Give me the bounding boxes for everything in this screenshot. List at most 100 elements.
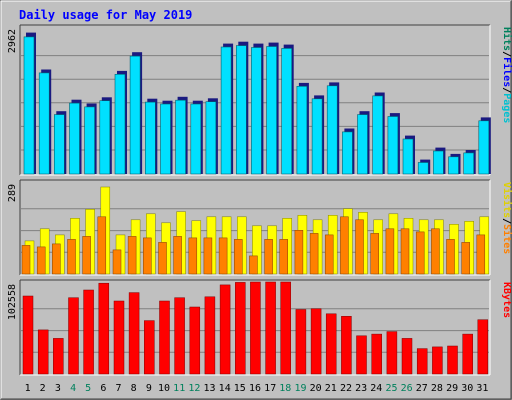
bar-sites-day-16	[249, 255, 258, 275]
day-label-16: 16	[249, 383, 261, 394]
day-label-22: 22	[340, 383, 352, 394]
day-label-7: 7	[115, 383, 121, 394]
bar-kbytes-day-24	[371, 333, 382, 375]
bar-sites-day-31	[476, 234, 486, 275]
bar-sites-day-30	[461, 242, 470, 275]
day-label-4: 4	[70, 383, 76, 394]
day-label-20: 20	[310, 383, 322, 394]
bar-kbytes-day-6	[98, 282, 110, 375]
panel-kbytes: 102558 KBytes	[7, 279, 512, 376]
bar-kbytes-day-30	[462, 333, 473, 375]
series-label-sites: Sites	[501, 224, 512, 254]
bar-pages-day-22	[342, 131, 353, 175]
bar-kbytes-day-10	[159, 300, 170, 375]
bar-kbytes-day-25	[386, 331, 398, 375]
bar-pages-day-7	[114, 74, 126, 175]
bar-kbytes-day-15	[235, 282, 246, 375]
bar-kbytes-day-31	[477, 319, 489, 375]
bar-sites-day-8	[127, 236, 137, 275]
day-label-8: 8	[131, 383, 137, 394]
day-label-24: 24	[370, 383, 382, 394]
bar-sites-day-3	[52, 243, 61, 275]
ymax-label: 2962	[7, 29, 18, 53]
day-label-6: 6	[100, 383, 106, 394]
bar-pages-day-18	[281, 48, 293, 175]
bar-kbytes-day-8	[128, 292, 140, 375]
bar-sites-day-13	[203, 237, 213, 275]
day-label-17: 17	[264, 383, 276, 394]
day-label-18: 18	[279, 383, 291, 394]
series-label-pages: Pages	[501, 93, 512, 123]
bar-sites-day-7	[112, 249, 122, 275]
bar-kbytes-day-12	[189, 306, 201, 375]
bar-pages-day-24	[372, 95, 384, 175]
day-label-13: 13	[203, 383, 215, 394]
bar-sites-day-27	[415, 231, 425, 275]
day-label-23: 23	[355, 383, 367, 394]
bar-kbytes-day-5	[83, 289, 94, 375]
bar-pages-day-4	[69, 102, 80, 175]
series-label-kbytes: KBytes	[501, 282, 512, 318]
bar-sites-day-25	[385, 228, 395, 275]
day-label-28: 28	[431, 383, 443, 394]
day-label-5: 5	[85, 383, 91, 394]
bar-pages-day-27	[417, 162, 429, 175]
bar-pages-day-29	[448, 156, 459, 175]
bar-sites-day-20	[309, 233, 319, 275]
bar-sites-day-28	[431, 228, 440, 275]
series-label-visits: Visits	[501, 182, 512, 218]
bar-kbytes-day-4	[68, 297, 79, 375]
day-label-19: 19	[294, 383, 306, 394]
bar-sites-day-2	[36, 246, 46, 275]
day-label-21: 21	[325, 383, 337, 394]
bar-kbytes-day-11	[174, 297, 185, 375]
day-label-3: 3	[55, 383, 61, 394]
bar-pages-day-8	[129, 55, 141, 175]
day-label-31: 31	[476, 383, 488, 394]
day-label-11: 11	[173, 383, 185, 394]
series-label-visits-sites: Visits/Sites	[501, 182, 512, 254]
bar-sites-day-9	[143, 237, 152, 275]
series-label-pages-files-hits: Hits/Files/Pages	[501, 27, 512, 123]
series-label-kbytes: KBytes	[501, 282, 512, 318]
panel-pages-files-hits: 2962 Hits/Files/Pages	[7, 24, 512, 176]
chart-panels: 2962 Hits/Files/Pages 289 Visits/Sites 10255…	[7, 24, 512, 376]
bar-kbytes-day-28	[432, 346, 443, 375]
bar-sites-day-22	[340, 216, 349, 275]
bar-kbytes-day-23	[356, 335, 367, 375]
bar-sites-day-15	[234, 239, 243, 275]
ymax-label: 102558	[7, 284, 18, 320]
bar-pages-day-16	[251, 47, 262, 175]
bar-sites-day-1	[21, 245, 31, 275]
bar-pages-day-6	[99, 100, 111, 175]
bar-pages-day-13	[205, 101, 217, 175]
bar-kbytes-day-19	[295, 309, 307, 375]
bar-sites-day-10	[158, 242, 167, 275]
bar-pages-day-21	[326, 85, 338, 175]
bar-pages-day-3	[53, 114, 65, 175]
bar-pages-day-31	[478, 120, 490, 175]
bar-kbytes-day-13	[204, 296, 216, 375]
bar-pages-day-10	[160, 103, 171, 175]
day-label-12: 12	[188, 383, 200, 394]
bar-pages-day-25	[387, 116, 399, 175]
day-label-14: 14	[219, 383, 231, 394]
bar-pages-day-14	[220, 46, 232, 175]
ymax-label: 289	[7, 184, 18, 202]
bar-kbytes-day-22	[341, 316, 352, 375]
day-label-27: 27	[416, 383, 428, 394]
bar-sites-day-24	[370, 233, 379, 275]
bar-sites-day-4	[67, 239, 76, 275]
bar-sites-day-18	[279, 239, 288, 275]
x-axis-day-labels: 1 2 3 4 5 6 7 8 9 10 11 12 13 14 15 16 17 18 19 20 21 22 23 24 2…	[25, 383, 489, 394]
bar-kbytes-day-16	[250, 281, 261, 375]
bar-sites-day-29	[446, 239, 455, 275]
bar-kbytes-day-1	[22, 295, 34, 375]
bar-sites-day-12	[188, 237, 198, 275]
bar-pages-day-20	[311, 98, 323, 175]
bar-kbytes-day-26	[401, 338, 413, 375]
panel-visits-sites: 289 Visits/Sites	[7, 179, 512, 276]
day-label-15: 15	[234, 383, 246, 394]
bar-sites-day-19	[294, 230, 304, 275]
